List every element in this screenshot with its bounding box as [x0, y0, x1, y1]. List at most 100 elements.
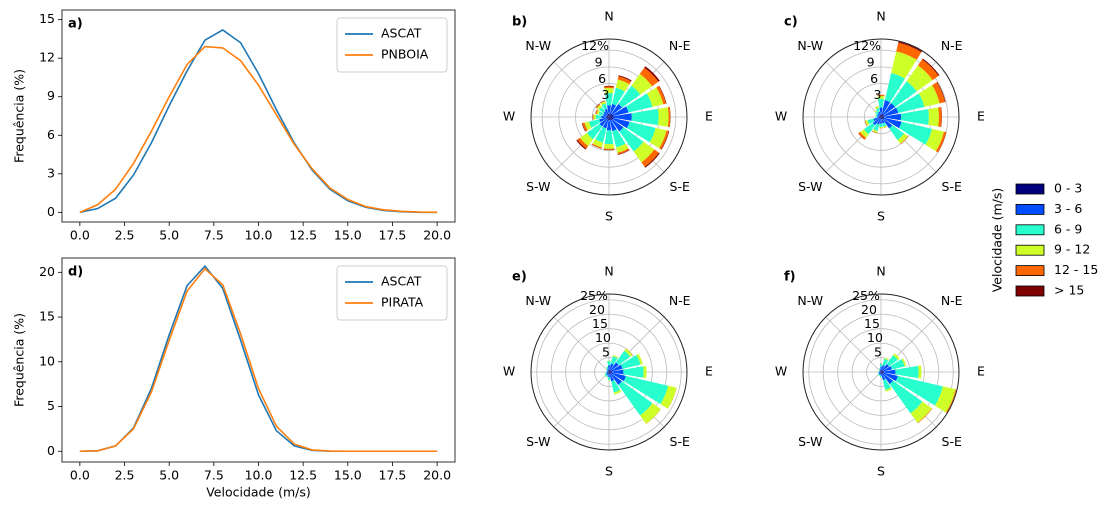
direction-label: N-W: [525, 38, 551, 53]
y-tick-label: 0: [47, 204, 55, 219]
legend-title: Velocidade (m/s): [990, 188, 1005, 293]
x-tick-label: 0.0: [70, 468, 90, 483]
legend-label: PIRATA: [381, 295, 424, 310]
radial-tick-label: 25%: [580, 288, 608, 303]
radial-tick-label: 3: [602, 87, 610, 102]
direction-label: S-W: [798, 434, 822, 449]
x-tick-label: 2.5: [115, 468, 135, 483]
direction-label: W: [503, 364, 515, 379]
direction-label: N-E: [941, 293, 963, 308]
rose-wedge: [879, 372, 880, 373]
y-tick-label: 9: [47, 88, 55, 103]
x-tick-label: 10.0: [245, 468, 273, 483]
direction-label: N-W: [797, 293, 823, 308]
x-tick-label: 12.5: [289, 228, 317, 243]
legend-patch: [1016, 184, 1044, 194]
legend-patch: [1016, 286, 1044, 296]
y-tick-label: 5: [47, 398, 55, 413]
panel-label: b): [512, 15, 527, 30]
x-tick-label: 7.5: [204, 468, 224, 483]
y-tick-label: 20: [39, 264, 55, 279]
radial-tick-label: 12%: [581, 38, 609, 53]
radial-tick-label: 9: [867, 54, 875, 69]
x-axis-label: Velocidade (m/s): [206, 485, 311, 500]
rose-wedge: [880, 376, 882, 378]
direction-label: E: [705, 364, 713, 379]
direction-label: S-E: [670, 434, 690, 449]
rose-wedge: [596, 115, 602, 119]
direction-label: E: [977, 109, 985, 124]
rose-wedge: [604, 144, 614, 149]
y-tick-label: 6: [47, 127, 55, 142]
panel-label: d): [68, 265, 83, 280]
direction-label: N-E: [669, 38, 691, 53]
x-tick-label: 20.0: [423, 228, 451, 243]
radial-tick-label: 9: [595, 54, 603, 69]
radial-tick-label: 12%: [853, 38, 881, 53]
direction-label: N: [604, 264, 613, 279]
direction-label: W: [503, 109, 515, 124]
rose-wedge: [879, 124, 882, 127]
direction-label: S-E: [942, 179, 962, 194]
direction-label: W: [775, 109, 787, 124]
rose-wedge: [901, 109, 929, 125]
direction-label: N: [876, 264, 885, 279]
y-axis-label: Frequência (%): [12, 313, 27, 407]
rose-wedge: [875, 116, 877, 118]
radial-tick-label: 20: [589, 302, 605, 317]
legend-patch: [1016, 266, 1044, 276]
rose-wedge: [593, 114, 595, 119]
radial-tick-label: 5: [874, 344, 882, 359]
x-tick-label: 5.0: [159, 228, 179, 243]
direction-label: N: [876, 9, 885, 24]
rose-wedge: [877, 116, 879, 117]
legend-label: 9 - 12: [1054, 242, 1090, 257]
x-tick-label: 2.5: [115, 228, 135, 243]
legend-patch: [1016, 225, 1044, 235]
direction-label: S-W: [526, 434, 550, 449]
x-tick-label: 10.0: [245, 228, 273, 243]
x-tick-label: 17.5: [379, 228, 407, 243]
rose-wedge: [658, 107, 669, 127]
direction-label: S: [877, 209, 885, 224]
rose-wedge: [918, 365, 921, 378]
direction-label: E: [705, 109, 713, 124]
legend-label: ASCAT: [381, 26, 422, 41]
radial-tick-label: 6: [870, 71, 878, 86]
direction-label: S-E: [942, 434, 962, 449]
direction-label: W: [775, 364, 787, 379]
x-tick-label: 15.0: [334, 228, 362, 243]
radial-tick-label: 3: [874, 87, 882, 102]
y-tick-label: 0: [47, 443, 55, 458]
rose-wedge: [880, 364, 883, 367]
x-tick-label: 20.0: [423, 468, 451, 483]
y-tick-label: 15: [39, 309, 55, 324]
legend-label: ASCAT: [381, 274, 422, 289]
rose-wedge: [879, 127, 883, 128]
direction-label: S: [605, 464, 613, 479]
direction-label: S-W: [798, 179, 822, 194]
x-tick-label: 7.5: [204, 228, 224, 243]
rose-wedge: [605, 130, 614, 144]
x-tick-label: 5.0: [159, 468, 179, 483]
rose-wedge: [623, 366, 643, 377]
rose-wedge: [606, 372, 607, 373]
legend-patch: [1016, 245, 1044, 255]
direction-label: N-E: [669, 293, 691, 308]
x-tick-label: 17.5: [379, 468, 407, 483]
rose-wedge: [928, 107, 939, 126]
direction-label: E: [977, 364, 985, 379]
legend-label: 12 - 15: [1054, 262, 1098, 277]
radial-tick-label: 6: [598, 71, 606, 86]
legend-label: > 15: [1054, 283, 1084, 298]
rose-wedge: [608, 377, 611, 380]
direction-label: S: [605, 209, 613, 224]
legend-label: 0 - 3: [1054, 181, 1082, 196]
y-tick-label: 10: [39, 353, 55, 368]
panel-label: c): [784, 15, 798, 30]
direction-label: N: [604, 9, 613, 24]
legend-label: PNBOIA: [381, 47, 429, 62]
radial-tick-label: 20: [861, 302, 877, 317]
y-tick-label: 15: [39, 11, 55, 26]
